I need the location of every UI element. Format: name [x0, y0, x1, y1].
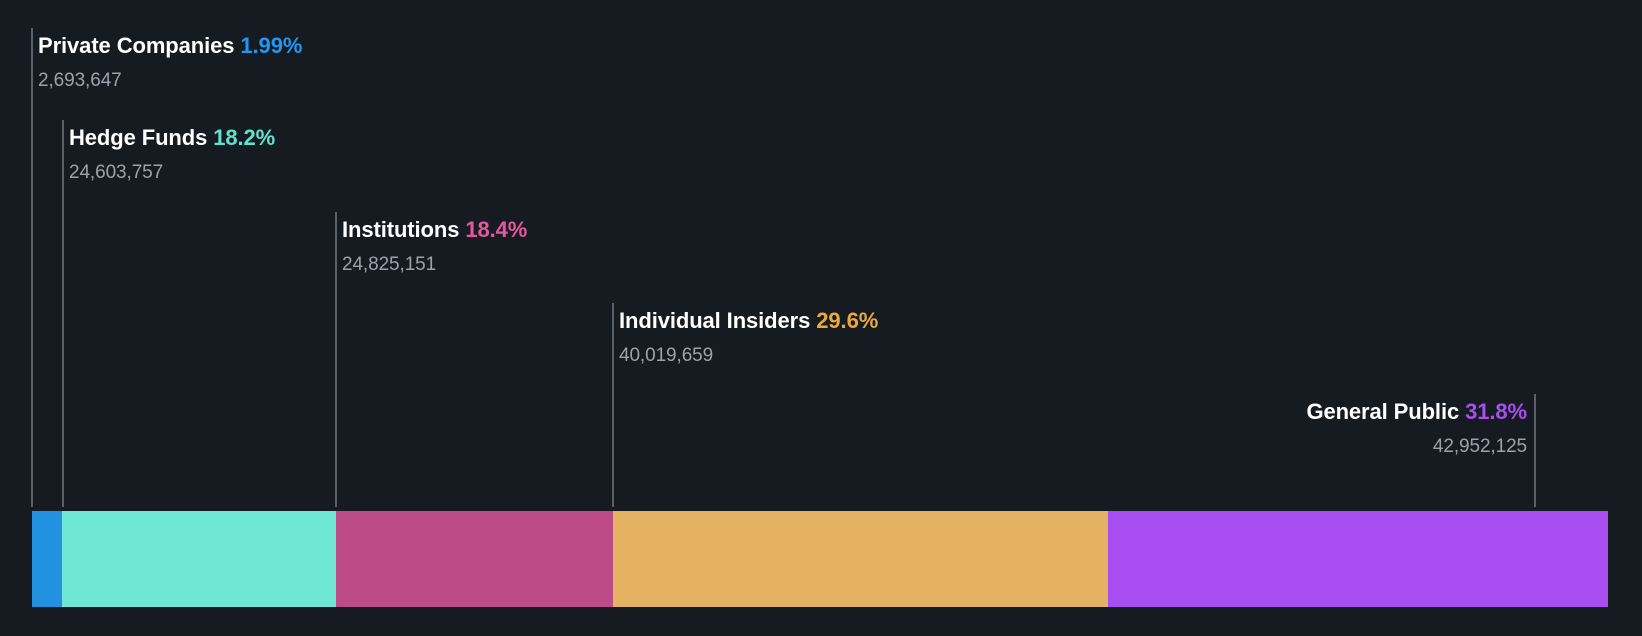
segment-percent-institutions: 18.4% [465, 217, 528, 242]
segment-label-individual-insiders: Individual Insiders 29.6% 40,019,659 [619, 308, 879, 366]
segment-title-row-general-public: General Public 31.8% 42,952,125 [1306, 399, 1527, 457]
segment-percent-hedge-funds: 18.2% [213, 125, 276, 150]
segment-name-hedge-funds: Hedge Funds [69, 125, 208, 150]
segment-percent-individual-insiders: 29.6% [816, 308, 879, 333]
bar-segment-private-companies[interactable] [32, 511, 62, 607]
bar-segment-general-public[interactable] [1108, 511, 1608, 607]
bar-segment-individual-insiders[interactable] [613, 511, 1108, 607]
segment-title-row-institutions: Institutions 18.4% 24,825,151 [342, 217, 528, 275]
segment-label-general-public: General Public 31.8% 42,952,125 [1306, 399, 1527, 457]
segment-title-row-private-companies: Private Companies 1.99% 2,693,647 [38, 33, 303, 91]
segment-percent-private-companies: 1.99% [240, 33, 303, 58]
bar-segment-institutions[interactable] [336, 511, 613, 607]
segment-count-individual-insiders: 40,019,659 [619, 345, 714, 366]
segment-title-row-hedge-funds: Hedge Funds 18.2% 24,603,757 [69, 125, 276, 183]
segment-percent-general-public: 31.8% [1465, 399, 1527, 424]
guideline-hedge-funds [62, 120, 64, 507]
segment-title-row-individual-insiders: Individual Insiders 29.6% 40,019,659 [619, 308, 879, 366]
guideline-institutions [335, 212, 337, 507]
segment-label-private-companies: Private Companies 1.99% 2,693,647 [38, 33, 303, 91]
stacked-bar [32, 511, 1608, 607]
segment-name-general-public: General Public [1306, 399, 1460, 424]
segment-name-individual-insiders: Individual Insiders [619, 308, 811, 333]
guideline-general-public [1534, 394, 1536, 507]
guideline-individual-insiders [612, 303, 614, 507]
segment-count-private-companies: 2,693,647 [38, 70, 122, 91]
segment-count-hedge-funds: 24,603,757 [69, 162, 164, 183]
bar-segment-hedge-funds[interactable] [62, 511, 336, 607]
segment-name-institutions: Institutions [342, 217, 460, 242]
segment-count-general-public: 42,952,125 [1432, 436, 1527, 457]
segment-label-hedge-funds: Hedge Funds 18.2% 24,603,757 [69, 125, 276, 183]
segment-count-institutions: 24,825,151 [342, 254, 437, 275]
segment-name-private-companies: Private Companies [38, 33, 235, 58]
guideline-private-companies [31, 28, 33, 507]
segment-label-institutions: Institutions 18.4% 24,825,151 [342, 217, 528, 275]
